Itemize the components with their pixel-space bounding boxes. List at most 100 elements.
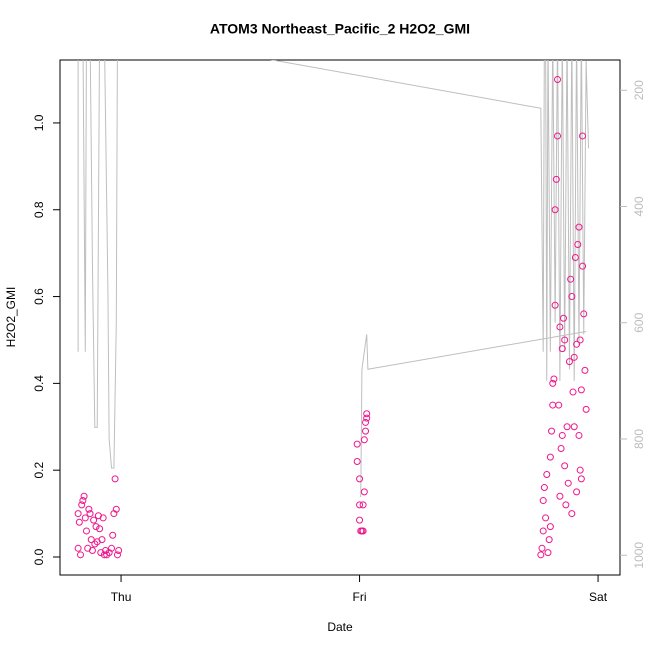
y-tick-label: 0.6 xyxy=(32,288,46,305)
data-point xyxy=(546,523,554,531)
data-point xyxy=(356,501,364,509)
data-point xyxy=(82,527,90,535)
data-point xyxy=(102,546,110,554)
data-point xyxy=(568,510,576,518)
data-point xyxy=(559,314,567,322)
data-point xyxy=(99,514,107,522)
data-point xyxy=(557,444,565,452)
data-point xyxy=(90,516,98,524)
data-point xyxy=(581,366,589,374)
data-point xyxy=(356,475,364,483)
x-axis-label: Date xyxy=(327,620,353,634)
data-point xyxy=(112,505,120,513)
data-point xyxy=(554,132,562,140)
data-point xyxy=(81,514,89,522)
y-axis-label: H2O2_GMI xyxy=(4,287,18,348)
data-point xyxy=(79,497,87,505)
y-tick-label: 1.0 xyxy=(32,114,46,131)
data-point xyxy=(98,536,106,544)
data-point xyxy=(549,401,557,409)
data-point xyxy=(579,132,587,140)
data-point xyxy=(103,551,111,559)
data-point xyxy=(77,551,85,559)
data-point xyxy=(570,423,578,431)
data-point xyxy=(87,536,95,544)
data-point xyxy=(564,479,572,487)
data-point xyxy=(575,223,583,231)
y2-tick-label: 200 xyxy=(632,80,646,100)
data-point xyxy=(565,358,573,366)
data-point xyxy=(540,484,548,492)
y2-tick-label: 600 xyxy=(632,312,646,332)
data-point xyxy=(108,544,116,552)
data-point xyxy=(577,386,585,394)
data-point xyxy=(546,453,554,461)
y-tick-label: 0.2 xyxy=(32,462,46,479)
data-point xyxy=(96,525,104,533)
data-point xyxy=(544,549,552,557)
data-point xyxy=(359,527,367,535)
data-point xyxy=(111,475,119,483)
data-point xyxy=(353,457,361,465)
data-point xyxy=(362,418,370,426)
data-point xyxy=(74,510,82,518)
data-point xyxy=(539,527,547,535)
data-point xyxy=(573,488,581,496)
data-point xyxy=(113,551,121,559)
data-point xyxy=(115,546,123,554)
data-point xyxy=(80,492,88,500)
data-point xyxy=(574,240,582,248)
data-point xyxy=(74,544,82,552)
data-point xyxy=(562,501,570,509)
data-point xyxy=(542,514,550,522)
data-line xyxy=(77,60,590,498)
data-point xyxy=(568,293,576,301)
data-point xyxy=(573,340,581,348)
y2-tick-label: 400 xyxy=(632,196,646,216)
data-point xyxy=(556,492,564,500)
data-point xyxy=(538,544,546,552)
data-point xyxy=(552,175,560,183)
data-point xyxy=(567,275,575,283)
data-point xyxy=(580,310,588,318)
data-point xyxy=(548,427,556,435)
x-tick-label: Thu xyxy=(111,590,132,604)
data-point xyxy=(561,336,569,344)
data-point xyxy=(549,379,557,387)
data-point xyxy=(545,536,553,544)
data-point xyxy=(363,410,371,418)
data-point xyxy=(91,540,99,548)
data-point xyxy=(362,427,370,435)
data-point xyxy=(558,431,566,439)
data-point xyxy=(360,436,368,444)
data-point xyxy=(582,405,590,413)
data-point xyxy=(569,388,577,396)
data-point xyxy=(92,523,100,531)
y-tick-label: 0.4 xyxy=(32,375,46,392)
data-point xyxy=(554,76,562,84)
chart-title: ATOM3 Northeast_Pacific_2 H2O2_GMI xyxy=(210,21,470,37)
data-point xyxy=(577,475,585,483)
data-point xyxy=(539,497,547,505)
y-tick-label: 0.8 xyxy=(32,201,46,218)
data-point xyxy=(561,462,569,470)
data-point xyxy=(558,345,566,353)
plot-area xyxy=(74,60,590,559)
data-point xyxy=(579,262,587,270)
data-point xyxy=(537,551,545,559)
data-point xyxy=(570,353,578,361)
data-point xyxy=(563,423,571,431)
plot-frame xyxy=(59,59,621,576)
data-point xyxy=(109,531,117,539)
data-point xyxy=(556,323,564,331)
y-tick-label: 0.0 xyxy=(32,548,46,565)
data-point xyxy=(86,510,94,518)
data-point xyxy=(363,414,371,422)
data-point xyxy=(78,501,86,509)
data-point xyxy=(575,431,583,439)
y2-tick-label: 1000 xyxy=(632,542,646,569)
x-tick-label: Fri xyxy=(353,590,367,604)
data-point xyxy=(551,301,559,309)
data-point xyxy=(543,471,551,479)
